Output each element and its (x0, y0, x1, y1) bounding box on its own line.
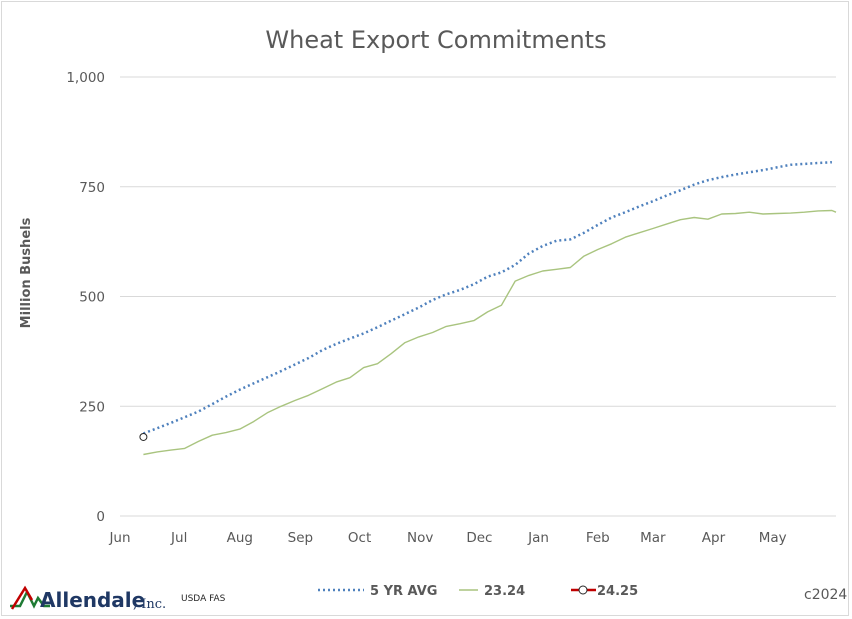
x-tick-label-dec: Dec (466, 530, 492, 546)
logo-peak-icon (10, 585, 34, 610)
legend-marker-24-25 (578, 585, 588, 595)
logo-wave-icon (10, 589, 50, 609)
series-lines (139, 160, 837, 456)
allendale-logo: Allendale , Inc. (10, 585, 166, 612)
legend-label-24-25: 24.25 (597, 584, 638, 599)
y-tick-label-0: 0 (96, 509, 105, 525)
x-tick-label-jan: Jan (527, 530, 549, 546)
series-point-24-25-0 (139, 432, 148, 441)
y-tick-label-4: 1,000 (66, 70, 105, 86)
copyright-note: c2024 (804, 587, 847, 603)
x-tick-label-may: May (759, 530, 787, 546)
y-axis-label: Million Bushels (19, 217, 34, 328)
x-tick-label-sep: Sep (288, 530, 313, 546)
series-line-23-24 (143, 209, 837, 456)
x-tick-label-jul: Jul (170, 530, 187, 546)
x-tick-label-apr: Apr (702, 530, 726, 546)
x-tick-label-mar: Mar (640, 530, 666, 546)
y-tick-labels: 0 250 500 750 1,000 (66, 70, 105, 525)
legend: 5 YR AVG 23.24 24.25 (318, 584, 638, 599)
series-line-5-yr-avg (142, 160, 832, 435)
y-tick-label-2: 500 (79, 290, 105, 306)
x-tick-label-jun: Jun (108, 530, 130, 546)
x-tick-label-aug: Aug (227, 530, 253, 546)
legend-label-23-24: 23.24 (484, 584, 525, 599)
x-tick-labels: Jun Jul Aug Sep Oct Nov Dec Jan Feb Mar Apr May (108, 530, 786, 546)
source-note: USDA FAS (181, 594, 226, 604)
y-tick-label-1: 250 (79, 399, 105, 415)
x-tick-label-nov: Nov (407, 530, 433, 546)
x-tick-label-oct: Oct (348, 530, 371, 546)
gridlines (120, 76, 836, 517)
logo-name: Allendale (40, 588, 145, 612)
legend-label-5yr-avg: 5 YR AVG (370, 584, 437, 599)
chart-title: Wheat Export Commitments (265, 26, 606, 54)
y-tick-label-3: 750 (79, 180, 105, 196)
logo-suffix: , Inc. (133, 597, 166, 612)
x-tick-label-feb: Feb (586, 530, 610, 546)
